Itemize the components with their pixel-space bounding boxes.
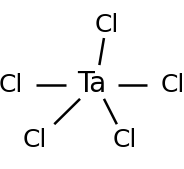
- Text: Ta: Ta: [77, 70, 107, 99]
- Text: Cl: Cl: [113, 128, 137, 152]
- Text: Cl: Cl: [23, 128, 47, 152]
- Text: Cl: Cl: [95, 13, 119, 37]
- Text: Cl: Cl: [0, 73, 23, 96]
- Text: Cl: Cl: [161, 73, 184, 96]
